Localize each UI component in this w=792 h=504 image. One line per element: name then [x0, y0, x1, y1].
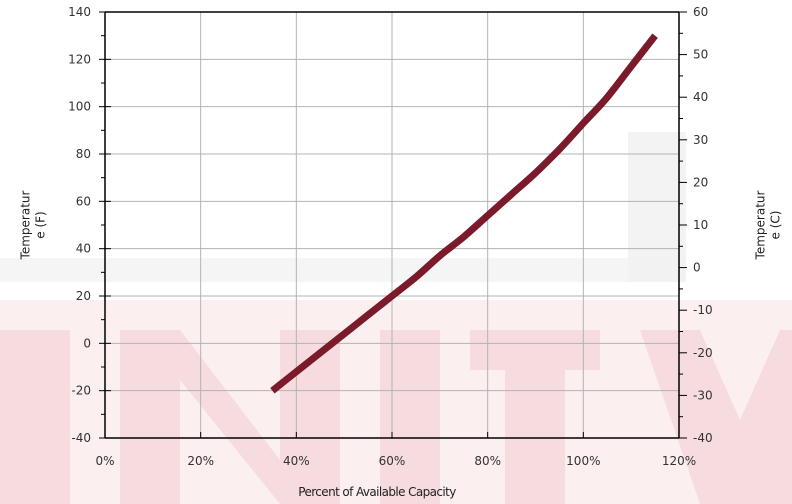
y-left-tick-label: 60: [76, 194, 91, 208]
y-left-tick-label: 40: [76, 242, 91, 256]
y-left-tick-label: 100: [68, 100, 91, 114]
y-axis-right-title: Temperatur e (C): [754, 190, 783, 260]
y-right-tick-label: 50: [693, 48, 708, 62]
y-left-tick-label: 20: [76, 289, 91, 303]
x-tick-label: 20%: [187, 454, 214, 468]
y-right-tick-label: 20: [693, 175, 708, 189]
x-tick-label: 120%: [662, 454, 696, 468]
tick-labels: 0% 20% 40% 60% 80% 100% 120%-40-20020406080100…: [68, 5, 713, 468]
x-tick-label: 60%: [379, 454, 406, 468]
y-right-tick-label: -10: [693, 303, 713, 317]
y-right-tick-label: -30: [693, 388, 713, 402]
x-tick-label: 0%: [95, 454, 114, 468]
watermark-letter-5: [640, 330, 792, 504]
y-axis-right-title-line: Temperatur: [754, 190, 768, 260]
x-tick-label: 100%: [566, 454, 600, 468]
y-right-tick-label: 30: [693, 133, 708, 147]
y-right-tick-label: -40: [693, 431, 713, 445]
watermark-logo: [0, 132, 792, 504]
y-left-tick-label: 0: [83, 336, 91, 350]
watermark-letter-2: [120, 330, 340, 504]
watermark-bar-gray-vertical: [628, 132, 686, 282]
y-right-tick-label: 40: [693, 90, 708, 104]
x-tick-label: 80%: [474, 454, 501, 468]
x-axis-title: Percent of Available Capacity: [298, 485, 456, 499]
y-left-tick-label: 80: [76, 147, 91, 161]
watermark-letter-1: [0, 330, 70, 504]
data-series: [270, 33, 658, 394]
y-axis-right-title-line: e (C): [769, 211, 783, 240]
series-line: [270, 33, 658, 394]
y-left-tick-label: 120: [68, 52, 91, 66]
y-axis-left-title-line: e (F): [34, 211, 48, 238]
watermark-bar-gray-horizontal: [0, 258, 686, 282]
y-axis-left-title: Temperatur e (F): [19, 190, 48, 260]
watermark-letter-4: [470, 330, 600, 504]
y-right-tick-label: 10: [693, 218, 708, 232]
y-axis-left-title-line: Temperatur: [19, 190, 33, 260]
watermark-letter-3: [380, 330, 440, 504]
y-right-tick-label: 60: [693, 5, 708, 19]
x-tick-label: 40%: [283, 454, 310, 468]
watermark-band: [0, 300, 792, 504]
y-right-tick-label: 0: [693, 261, 701, 275]
y-left-tick-label: 140: [68, 5, 91, 19]
y-left-tick-label: -20: [71, 384, 91, 398]
y-right-tick-label: -20: [693, 346, 713, 360]
y-left-tick-label: -40: [71, 431, 91, 445]
